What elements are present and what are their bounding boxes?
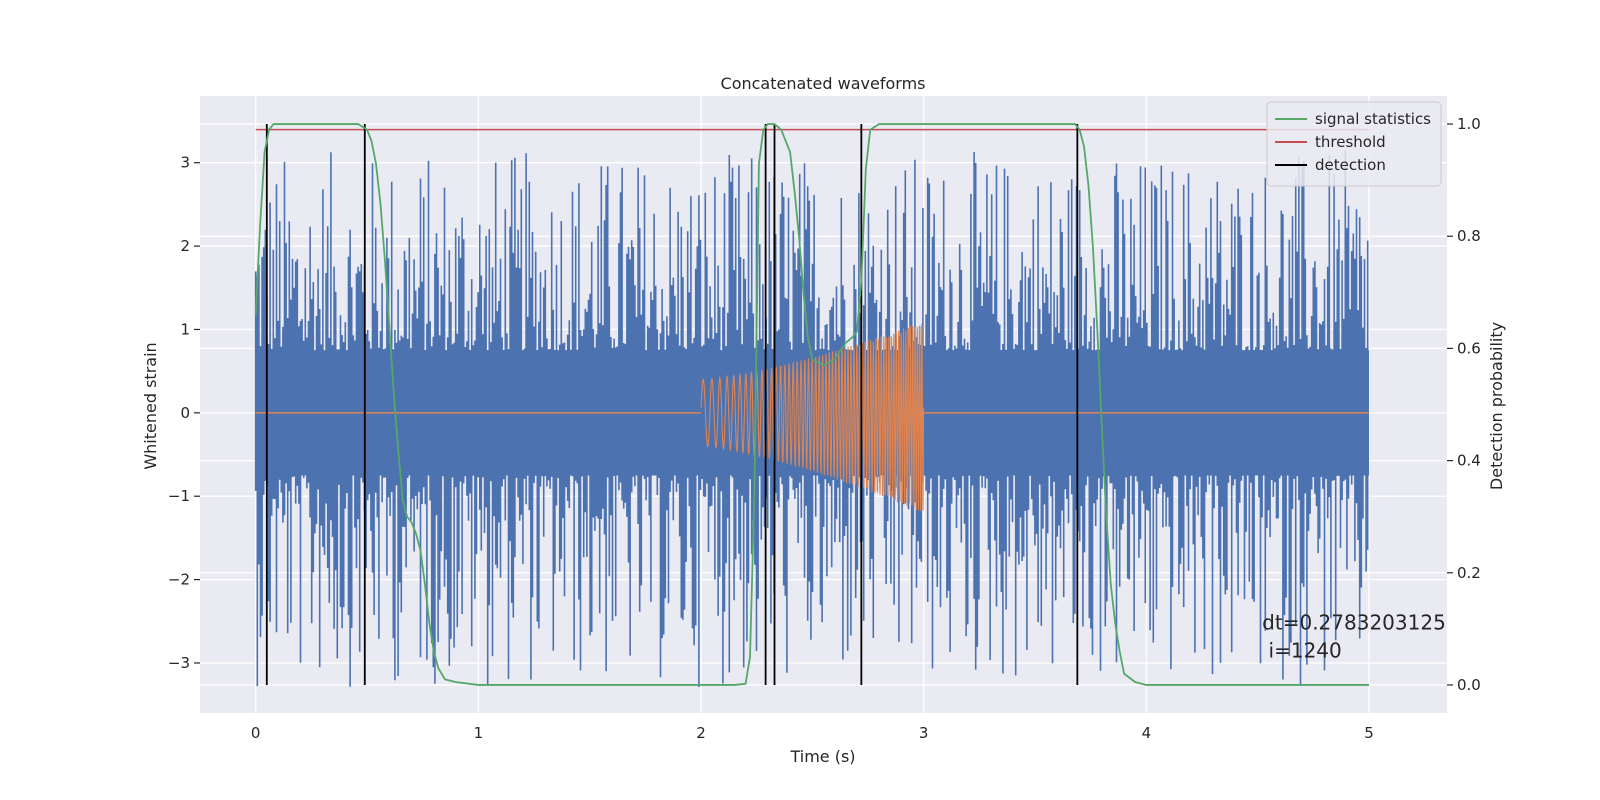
y-tick-label-3: 0	[180, 404, 190, 422]
y-tick-label-6: 3	[180, 154, 190, 172]
x-tick-label-3: 3	[919, 724, 929, 742]
x-tick-label-5: 5	[1364, 724, 1374, 742]
signal-statistics-line	[254, 123, 1370, 686]
x-tick-label-1: 1	[474, 724, 484, 742]
y-tick-label-1: −2	[168, 571, 190, 589]
y2-tick-label-5: 1.0	[1457, 115, 1481, 133]
x-tick-label-2: 2	[696, 724, 706, 742]
legend-box	[1266, 101, 1442, 187]
legend: signal statistics threshold detection	[1266, 101, 1442, 187]
y2-tick-label-3: 0.6	[1457, 339, 1481, 357]
y2-tick-label-4: 0.8	[1457, 227, 1481, 245]
y2-tick-label-2: 0.4	[1457, 452, 1481, 470]
annotation-index: i=1240	[1262, 639, 1342, 663]
y2-tick-label-1: 0.2	[1457, 564, 1481, 582]
annotation-dt: dt=0.2783203125	[1262, 611, 1446, 635]
legend-label-2: detection	[1315, 156, 1386, 174]
x-axis-label: Time (s)	[789, 747, 855, 766]
legend-label-1: threshold	[1315, 133, 1386, 151]
x-tick-label-0: 0	[251, 724, 261, 742]
y-axis-label: Whitened strain	[141, 342, 160, 469]
plot-content	[254, 123, 1370, 687]
legend-label-0: signal statistics	[1315, 110, 1431, 128]
y-tick-label-2: −1	[168, 487, 190, 505]
y2-tick-label-0: 0.0	[1457, 676, 1481, 694]
axes-ticks: 0 1 2 3 4 5 −3 −2 −1 0 1 2 3 0.0 0.2 0.4 0.6 0.8 1.0	[168, 115, 1481, 742]
y2-axis-label: Detection probability	[1487, 322, 1506, 490]
y-tick-label-5: 2	[180, 237, 190, 255]
x-tick-label-4: 4	[1142, 724, 1152, 742]
y-tick-label-4: 1	[180, 320, 190, 338]
chart-title: Concatenated waveforms	[721, 74, 926, 93]
y-tick-label-0: −3	[168, 654, 190, 672]
